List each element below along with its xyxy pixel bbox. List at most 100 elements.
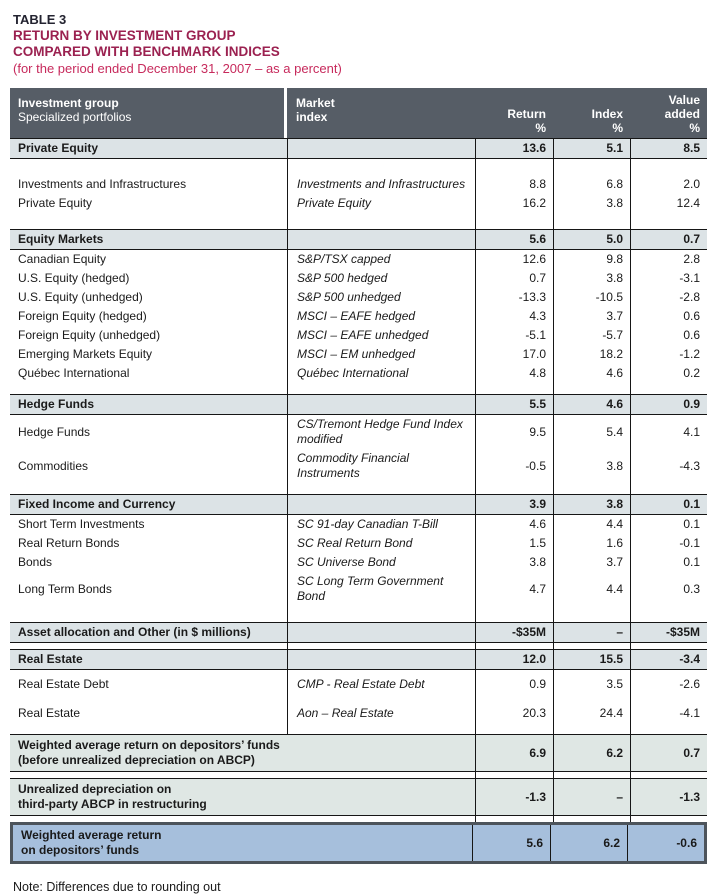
- return-cell: 8.8: [475, 175, 553, 194]
- return-cell: 16.2: [475, 194, 553, 213]
- return-cell: -$35M: [475, 623, 553, 642]
- section-row: Private Equity 13.6 5.1 8.5: [10, 138, 707, 159]
- index-cell: 3.8: [553, 495, 630, 514]
- value-added-cell: [630, 483, 707, 494]
- data-row: Real Estate Debt CMP - Real Estate Debt 0.…: [10, 670, 707, 699]
- return-cell: 12.6: [475, 250, 553, 269]
- market-index-cell: Investments and Infrastructures: [287, 175, 475, 194]
- investment-group-cell: [10, 816, 475, 822]
- column-header-value-added: Value added %: [630, 88, 707, 138]
- investment-group-cell: Unrealized depreciation on third-party AB…: [18, 782, 207, 811]
- investment-group-cell: Real Estate Debt: [18, 677, 109, 691]
- return-cell: -0.5: [475, 449, 553, 483]
- investment-group-cell: Long Term Bonds: [18, 581, 112, 596]
- value-added-cell: -2.6: [630, 670, 707, 699]
- index-cell: -10.5: [553, 288, 630, 307]
- value-added-cell: -3.4: [630, 650, 707, 669]
- title-line-1: RETURN BY INVESTMENT GROUP: [13, 28, 236, 43]
- value-added-cell: 2.0: [630, 175, 707, 194]
- data-row: Short Term Investments SC 91-day Canadian…: [10, 515, 707, 534]
- market-index-cell: SC 91-day Canadian T-Bill: [287, 515, 475, 534]
- index-cell: [553, 213, 630, 229]
- index-cell: 3.5: [553, 670, 630, 699]
- index-cell: 5.1: [553, 139, 630, 158]
- value-added-cell: -4.3: [630, 449, 707, 483]
- value-added-cell: 0.9: [630, 395, 707, 414]
- data-row: Long Term Bonds SC Long Term Government B…: [10, 572, 707, 606]
- value-added-cell: [630, 606, 707, 622]
- market-index-cell: MSCI – EAFE hedged: [287, 307, 475, 326]
- section-row: Asset allocation and Other (in $ million…: [10, 622, 707, 643]
- return-cell: 0.9: [475, 670, 553, 699]
- market-index-cell: S&P/TSX capped: [287, 250, 475, 269]
- value-added-cell: 12.4: [630, 194, 707, 213]
- value-added-cell: 0.2: [630, 364, 707, 383]
- value-added-cell: [630, 159, 707, 175]
- index-cell: 3.7: [553, 553, 630, 572]
- market-index-cell: S&P 500 unhedged: [287, 288, 475, 307]
- market-index-cell: MSCI – EM unhedged: [287, 345, 475, 364]
- market-index-cell: [287, 495, 475, 514]
- table-body: Private Equity 13.6 5.1 8.5 Investments and …: [10, 138, 707, 864]
- spacer-row: [10, 728, 707, 734]
- value-added-cell: 0.3: [630, 572, 707, 606]
- spacer-row: [10, 213, 707, 229]
- investment-group-cell: Weighted average return on depositors’ f…: [18, 738, 280, 767]
- return-cell: -13.3: [475, 288, 553, 307]
- data-row: Hedge Funds CS/Tremont Hedge Fund Index m…: [10, 415, 707, 449]
- return-cell: [475, 606, 553, 622]
- section-row: Fixed Income and Currency 3.9 3.8 0.1: [10, 494, 707, 515]
- market-index-cell: Private Equity: [287, 194, 475, 213]
- spacer-row: [10, 383, 707, 394]
- index-cell: 6.8: [553, 175, 630, 194]
- index-cell: 4.4: [553, 572, 630, 606]
- return-cell: [475, 816, 553, 822]
- investment-group-cell: Real Estate: [18, 652, 83, 666]
- market-index-cell: Commodity Financial Instruments: [287, 449, 475, 483]
- index-cell: 4.4: [553, 515, 630, 534]
- index-cell: [553, 383, 630, 394]
- return-cell: 5.6: [472, 825, 550, 861]
- index-cell: [553, 159, 630, 175]
- section-row: Real Estate 12.0 15.5 -3.4: [10, 649, 707, 670]
- index-cell: 4.6: [553, 395, 630, 414]
- title-block: TABLE 3 RETURN BY INVESTMENT GROUP COMPA…: [13, 12, 707, 77]
- summary-row: Unrealized depreciation on third-party AB…: [10, 778, 707, 816]
- investment-group-cell: Canadian Equity: [18, 252, 107, 266]
- section-row: Hedge Funds 5.5 4.6 0.9: [10, 394, 707, 415]
- index-cell: [553, 816, 630, 822]
- market-index-cell: S&P 500 hedged: [287, 269, 475, 288]
- return-cell: [475, 159, 553, 175]
- index-cell: 3.8: [553, 269, 630, 288]
- value-added-cell: -3.1: [630, 269, 707, 288]
- market-index-cell: [287, 643, 475, 649]
- spacer-row: [10, 483, 707, 494]
- value-added-cell: -0.1: [630, 534, 707, 553]
- index-cell: 15.5: [553, 650, 630, 669]
- market-index-cell: [287, 213, 475, 229]
- table-header: Investment group Specialized portfolios …: [10, 88, 707, 138]
- value-added-cell: 2.8: [630, 250, 707, 269]
- index-cell: [553, 643, 630, 649]
- investment-group-cell: Foreign Equity (unhedged): [18, 328, 161, 342]
- value-added-cell: [630, 728, 707, 734]
- index-cell: 5.0: [553, 230, 630, 249]
- market-index-cell: CS/Tremont Hedge Fund Index modified: [287, 415, 475, 449]
- market-index-cell: [287, 395, 475, 414]
- return-cell: 20.3: [475, 699, 553, 728]
- spacer-row: [10, 643, 707, 649]
- investment-group-cell: Real Return Bonds: [18, 536, 120, 550]
- spacer-row: [10, 159, 707, 175]
- value-added-cell: 0.7: [630, 230, 707, 249]
- return-cell: -1.3: [475, 779, 553, 815]
- title-subtitle: (for the period ended December 31, 2007 …: [13, 61, 342, 76]
- value-added-cell: -2.8: [630, 288, 707, 307]
- market-index-cell: [287, 728, 475, 734]
- data-row: U.S. Equity (unhedged) S&P 500 unhedged -1…: [10, 288, 707, 307]
- value-added-cell: 0.1: [630, 553, 707, 572]
- title-line-2: COMPARED WITH BENCHMARK INDICES: [13, 44, 280, 59]
- data-row: Canadian Equity S&P/TSX capped 12.6 9.8 2.8: [10, 250, 707, 269]
- value-added-cell: 0.1: [630, 515, 707, 534]
- return-cell: 0.7: [475, 269, 553, 288]
- market-index-cell: [287, 606, 475, 622]
